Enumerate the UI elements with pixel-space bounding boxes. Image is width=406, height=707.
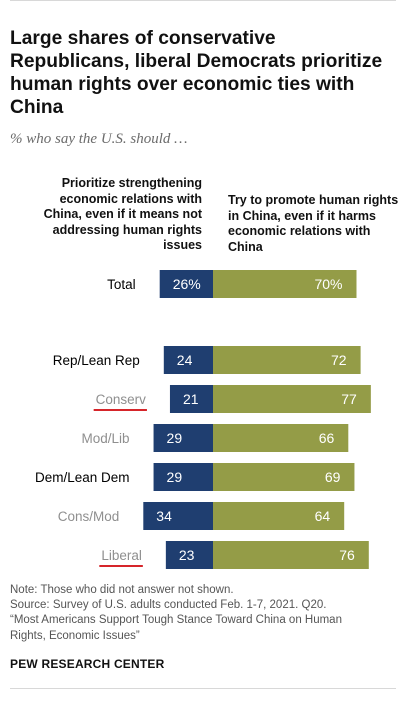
source-report-title-line1: “Most Americans Support Tough Stance Tow… [10,614,342,627]
value-label-human-rights-total: 70% [314,276,342,292]
source-report-title-line2: Rights, Economic Issues” [10,629,140,642]
bar-economic-conserv [169,385,213,413]
value-label-human-rights-cons-mod: 64 [315,508,331,524]
value-label-economic-liberal: 23 [179,547,195,563]
value-label-economic-mod-lib: 29 [167,430,183,446]
chart-notes: Note: Those who did not answer not shown… [10,583,396,644]
value-label-human-rights-mod-lib: 66 [319,430,335,446]
note-text: Note: Those who did not answer not shown… [10,584,234,596]
bottom-rule [10,688,396,689]
category-label-rep-lean-rep: Rep/Lean Rep [53,353,140,368]
bar-economic-total [159,270,213,298]
bar-human-rights-mod-lib [213,424,349,452]
bar-human-rights-rep-lean-rep [213,346,361,374]
top-rule [10,0,396,1]
value-label-economic-rep-lean-rep: 24 [177,352,193,368]
source-text: Source: Survey of U.S. adults conducted … [10,599,327,612]
chart-subtitle: % who say the U.S. should … [10,131,188,147]
category-label-dem-lean-dem: Dem/Lean Dem [35,470,130,485]
value-label-economic-conserv: 21 [183,391,199,407]
bar-human-rights-conserv [213,385,371,413]
category-label-cons-mod: Cons/Mod [58,509,120,524]
value-label-economic-dem-lean-dem: 29 [167,469,183,485]
value-label-human-rights-dem-lean-dem: 69 [325,469,341,485]
value-label-human-rights-conserv: 77 [341,391,357,407]
bar-economic-dem-lean-dem [153,463,213,491]
bar-human-rights-liberal [213,541,369,569]
value-label-economic-cons-mod: 34 [156,508,172,524]
bar-human-rights-total [213,270,357,298]
value-label-human-rights-rep-lean-rep: 72 [331,352,347,368]
category-label-total: Total [107,277,136,292]
bar-chart: 26% 70% Total 24 72 Rep/Lean Rep 21 77 Conserv 29… [35,270,371,569]
category-label-mod-lib: Mod/Lib [82,431,130,446]
value-label-economic-total: 26% [173,276,201,292]
bar-human-rights-cons-mod [213,502,345,530]
bar-economic-liberal [165,541,213,569]
bar-economic-cons-mod [143,502,213,530]
series-header-economic: Prioritize strengthening economic relati… [43,176,202,252]
bar-human-rights-dem-lean-dem [213,463,355,491]
category-label-conserv: Conserv [96,392,147,407]
series-header-human-rights: Try to promote human rights in China, ev… [228,193,399,254]
bar-economic-rep-lean-rep [163,346,213,374]
bar-economic-mod-lib [153,424,213,452]
category-label-liberal: Liberal [101,548,142,563]
chart-title: Large shares of conservative Republicans… [10,28,383,118]
value-label-human-rights-liberal: 76 [339,547,355,563]
pew-brand: PEW RESEARCH CENTER [10,657,165,671]
